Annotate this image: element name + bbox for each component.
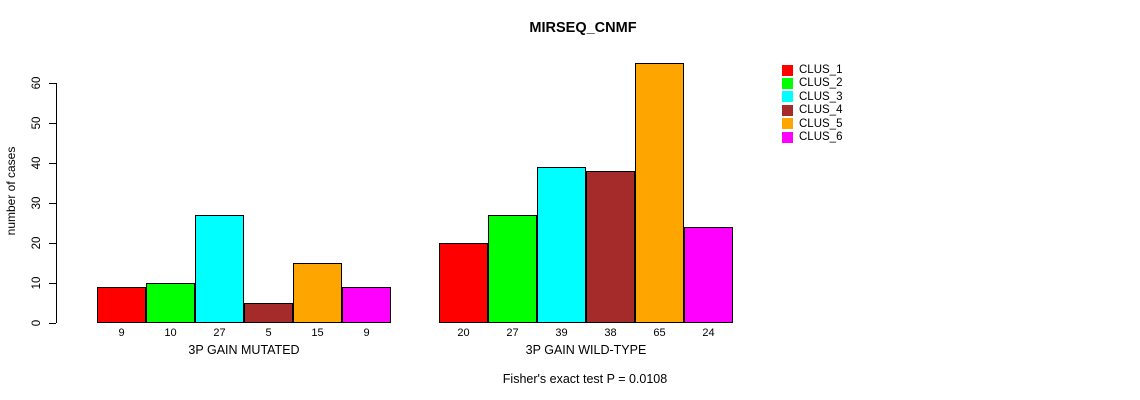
y-tick-mark [49,323,56,324]
group-label: 3P GAIN MUTATED [188,343,300,357]
y-axis-label: number of cases [4,146,18,236]
bar-clus_5 [293,262,342,323]
legend-swatch [782,64,793,76]
y-tick-label: 0 [31,319,43,327]
bar-value-label: 24 [702,327,715,339]
legend-swatch [782,118,793,130]
legend-item: CLUS_2 [782,77,842,89]
legend-item: CLUS_6 [782,131,842,143]
bar-clus_6 [684,226,733,323]
bar-clus_1 [97,286,146,323]
y-tick-mark [49,243,56,244]
y-tick-label: 10 [31,276,43,290]
legend-label: CLUS_5 [799,117,843,130]
bar-value-label: 65 [653,327,666,339]
bar-value-label: 10 [164,327,177,339]
legend-label: CLUS_6 [799,131,843,143]
bar-value-label: 27 [506,327,519,339]
legend-label: CLUS_2 [799,77,843,90]
bar-clus_6 [342,286,391,323]
legend-label: CLUS_4 [799,104,843,117]
legend-swatch [782,91,793,103]
bar-clus_2 [146,282,195,323]
y-tick-label: 50 [31,116,43,130]
legend-swatch [782,131,793,143]
bar-clus_4 [586,170,635,323]
bar-clus_5 [635,62,684,323]
bar-value-label: 38 [604,327,617,339]
y-tick-label: 60 [31,76,43,90]
y-tick-mark [49,83,56,84]
group-label: 3P GAIN WILD-TYPE [525,343,647,357]
bar-clus_2 [488,214,537,323]
legend-swatch [782,77,793,89]
y-tick-mark [49,203,56,204]
legend-label: CLUS_1 [799,64,843,76]
bar-clus_3 [195,214,244,323]
y-tick-mark [49,163,56,164]
legend-item: CLUS_5 [782,118,842,130]
bar-value-label: 9 [118,327,125,339]
y-axis-line [56,83,57,323]
bar-value-label: 39 [555,327,568,339]
bar-value-label: 5 [265,327,272,339]
legend-swatch [782,104,793,116]
y-tick-mark [49,123,56,124]
bar-value-label: 20 [457,327,470,339]
bar-value-label: 9 [363,327,370,339]
y-tick-label: 30 [31,196,43,210]
bar-clus_3 [537,166,586,323]
bar-clus_4 [244,302,293,323]
y-tick-mark [49,283,56,284]
y-tick-label: 20 [31,236,43,250]
y-tick-label: 40 [31,156,43,170]
fisher-test-caption: Fisher's exact test P = 0.0108 [502,372,668,386]
bar-value-label: 15 [311,327,324,339]
chart-title: MIRSEQ_CNMF [529,20,637,36]
legend-item: CLUS_3 [782,91,842,103]
legend-label: CLUS_3 [799,90,843,103]
bar-clus_1 [439,242,488,323]
bar-value-label: 27 [213,327,226,339]
legend-item: CLUS_4 [782,104,842,116]
legend-item: CLUS_1 [782,64,842,76]
